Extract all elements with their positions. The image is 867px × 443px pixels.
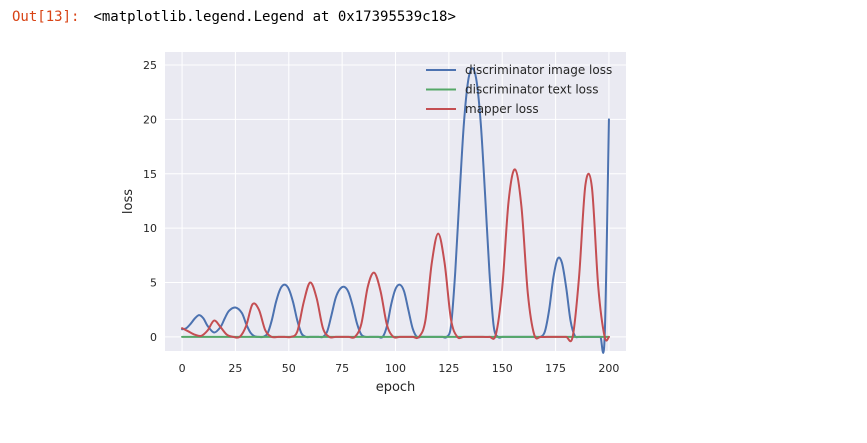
output-line: Out[13]: <matplotlib.legend.Legend at 0x1… bbox=[12, 6, 456, 28]
legend-entry-label: discriminator text loss bbox=[465, 83, 599, 97]
x-tick-label: 50 bbox=[282, 362, 296, 375]
y-axis-label: loss bbox=[121, 189, 136, 214]
legend-entry-label: discriminator image loss bbox=[465, 63, 612, 77]
x-tick-label: 175 bbox=[545, 362, 566, 375]
x-tick-label: 150 bbox=[492, 362, 513, 375]
x-axis-label: epoch bbox=[376, 380, 416, 395]
output-prompt: Out[13]: bbox=[12, 9, 80, 25]
x-tick-label: 25 bbox=[228, 362, 242, 375]
x-tick-label: 125 bbox=[438, 362, 459, 375]
x-tick-label: 200 bbox=[598, 362, 619, 375]
y-tick-label: 10 bbox=[143, 222, 157, 235]
x-tick-label: 75 bbox=[335, 362, 349, 375]
y-tick-label: 15 bbox=[143, 168, 157, 181]
output-text: <matplotlib.legend.Legend at 0x17395539c… bbox=[93, 9, 456, 25]
x-tick-label: 100 bbox=[385, 362, 406, 375]
legend-entry-label: mapper loss bbox=[465, 102, 539, 116]
y-tick-label: 0 bbox=[150, 331, 157, 344]
y-tick-label: 5 bbox=[150, 277, 157, 290]
series-line-2 bbox=[181, 168, 610, 343]
y-tick-label: 25 bbox=[143, 59, 157, 72]
y-tick-label: 20 bbox=[143, 113, 157, 126]
x-tick-label: 0 bbox=[179, 362, 186, 375]
